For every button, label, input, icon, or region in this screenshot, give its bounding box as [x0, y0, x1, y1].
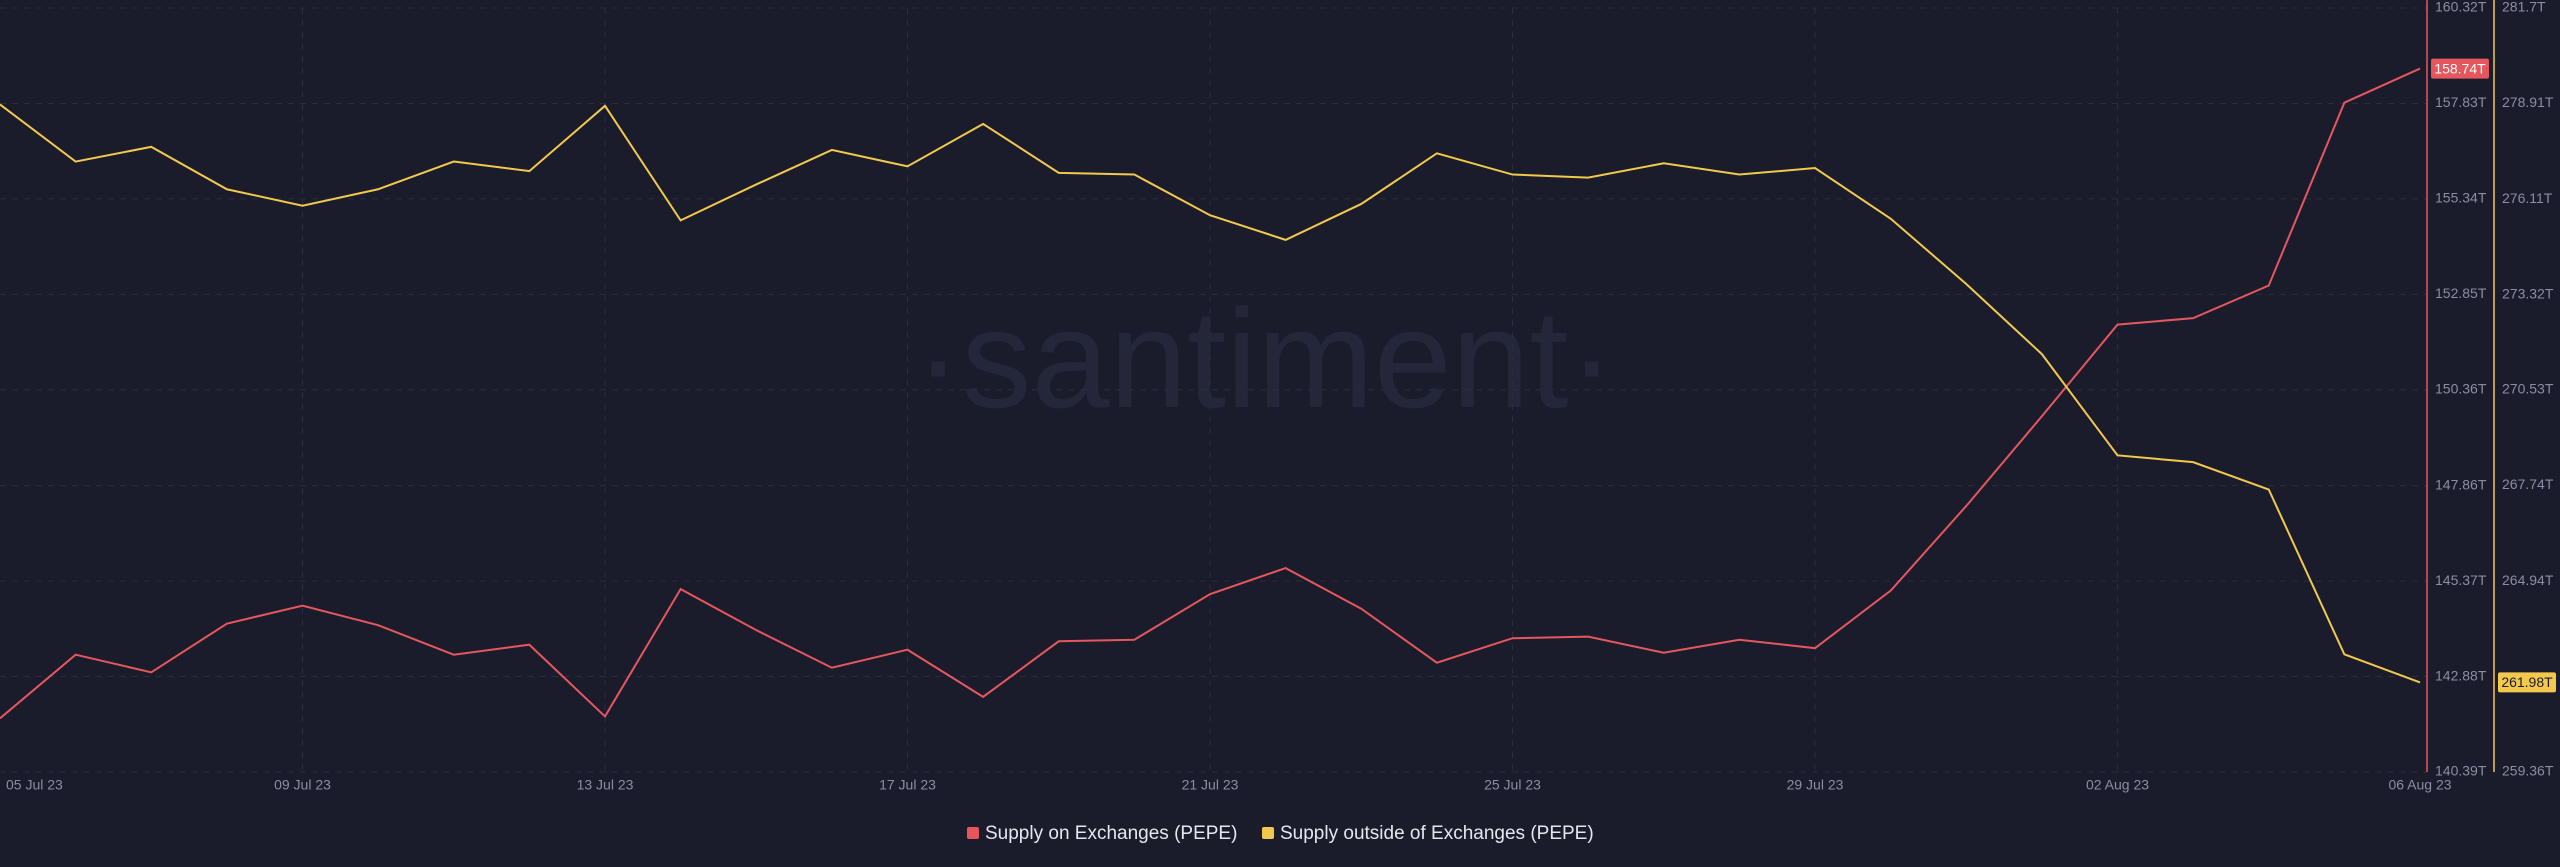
- x-tick-label: 21 Jul 23: [1182, 777, 1239, 793]
- series-line: [0, 103, 2421, 684]
- y2-tick-label: 276.11T: [2502, 190, 2553, 206]
- y-tick-label: 157.83T: [2435, 94, 2487, 110]
- legend-label[interactable]: Supply outside of Exchanges (PEPE): [1280, 823, 1594, 844]
- x-tick-label: 05 Jul 23: [6, 777, 63, 793]
- x-tick-label: 02 Aug 23: [2086, 777, 2149, 793]
- y2-tick-label: 264.94T: [2502, 572, 2554, 588]
- y-tick-label: 152.85T: [2435, 285, 2487, 301]
- y2-tick-label: 278.91T: [2502, 94, 2554, 110]
- x-tick-label: 29 Jul 23: [1787, 777, 1844, 793]
- value-label: 261.98T: [2501, 674, 2553, 690]
- x-tick-label: 17 Jul 23: [879, 777, 936, 793]
- value-label: 158.74T: [2434, 60, 2486, 76]
- y-tick-label: 160.32T: [2435, 0, 2487, 15]
- y2-tick-label: 267.74T: [2502, 476, 2554, 492]
- y-tick-label: 150.36T: [2435, 381, 2487, 397]
- y-tick-label: 142.88T: [2435, 667, 2487, 683]
- value-badge: [2498, 672, 2556, 693]
- x-tick-label: 06 Aug 23: [2388, 777, 2451, 793]
- y2-tick-label: 259.36T: [2502, 763, 2554, 779]
- x-tick-label: 09 Jul 23: [274, 777, 331, 793]
- legend-swatch[interactable]: [967, 827, 979, 839]
- series-line: [0, 67, 2421, 720]
- legend-swatch[interactable]: [1262, 827, 1274, 839]
- y-tick-label: 155.34T: [2435, 190, 2487, 206]
- y2-tick-label: 281.7T: [2502, 0, 2546, 15]
- y2-tick-label: 273.32T: [2502, 285, 2554, 301]
- y-tick-label: 147.86T: [2435, 476, 2487, 492]
- y-tick-label: 140.39T: [2435, 763, 2487, 779]
- y2-tick-label: 270.53T: [2502, 381, 2554, 397]
- watermark: ·santiment·: [915, 280, 1615, 437]
- x-tick-label: 25 Jul 23: [1484, 777, 1541, 793]
- legend-label[interactable]: Supply on Exchanges (PEPE): [985, 823, 1237, 844]
- y-tick-label: 145.37T: [2435, 572, 2487, 588]
- value-badge: [2431, 58, 2489, 79]
- x-tick-label: 13 Jul 23: [577, 777, 634, 793]
